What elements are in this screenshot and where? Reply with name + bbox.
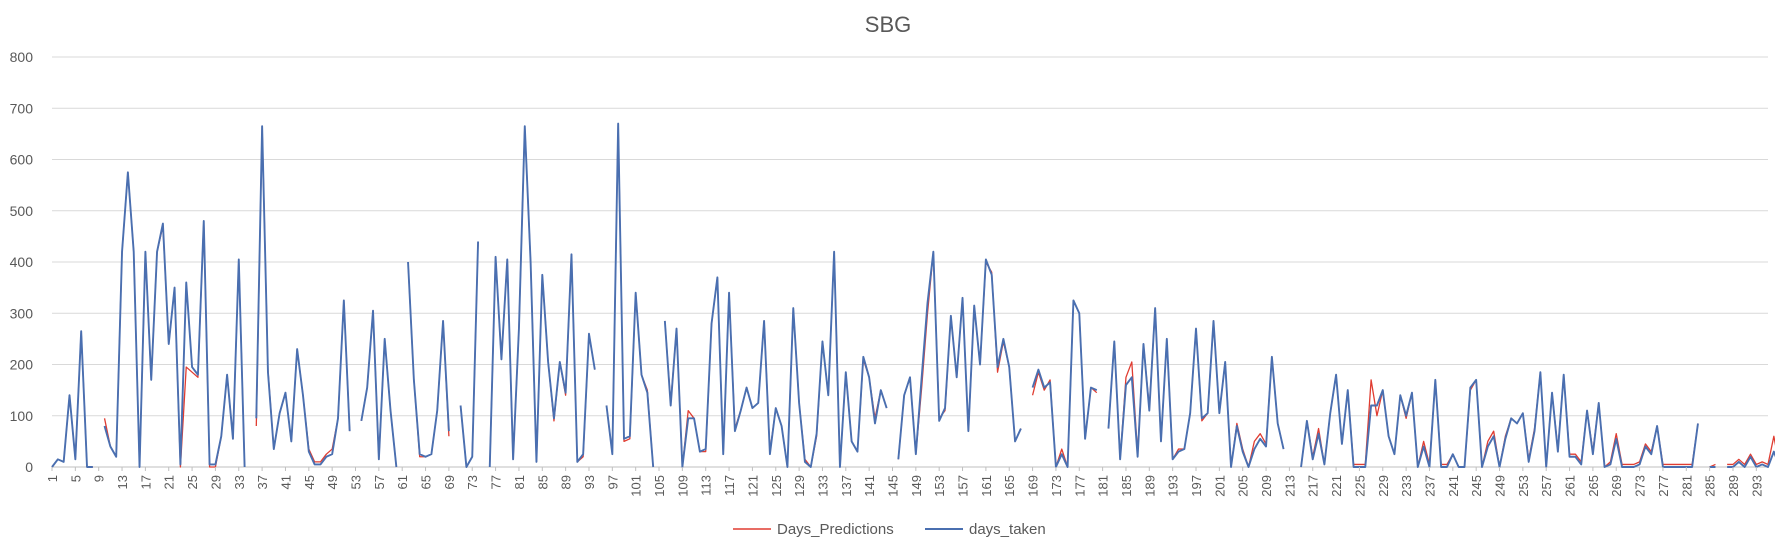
gridlines	[52, 56, 1768, 468]
x-tick-label: 133	[815, 475, 830, 497]
legend-item-days-predictions: Days_Predictions	[733, 521, 894, 538]
x-tick-label: 281	[1679, 475, 1694, 497]
y-tick-label: 100	[10, 408, 34, 424]
x-tick-label: 45	[302, 475, 317, 489]
x-tick-label: 33	[232, 475, 247, 489]
x-tick-label: 25	[185, 475, 200, 489]
x-tick-label: 1	[45, 475, 60, 482]
x-tick-label: 9	[92, 475, 107, 482]
x-tick-label: 21	[162, 475, 177, 489]
x-tick-label: 241	[1446, 475, 1461, 497]
x-tick-label: 13	[115, 475, 130, 489]
y-axis-tick-labels: 0 100 200 300 400 500 600 700 800	[10, 49, 34, 475]
x-tick-label: 249	[1493, 475, 1508, 497]
x-tick-label: 273	[1633, 475, 1648, 497]
x-tick-label: 5	[68, 475, 83, 482]
x-tick-label: 77	[489, 475, 504, 489]
x-tick-label: 181	[1096, 475, 1111, 497]
x-tick-label: 209	[1259, 475, 1274, 497]
x-tick-label: 105	[652, 475, 667, 497]
x-tick-label: 53	[349, 475, 364, 489]
x-tick-label: 89	[559, 475, 574, 489]
x-tick-label: 177	[1072, 475, 1087, 497]
x-tick-label: 257	[1539, 475, 1554, 497]
x-tick-label: 293	[1749, 475, 1764, 497]
x-tick-label: 101	[629, 475, 644, 497]
x-tick-label: 285	[1703, 475, 1718, 497]
y-tick-label: 800	[10, 49, 34, 65]
x-tick-label: 145	[885, 475, 900, 497]
x-tick-label: 193	[1166, 475, 1181, 497]
legend: Days_Predictions days_taken	[733, 521, 1046, 538]
y-tick-label: 400	[10, 254, 34, 270]
x-tick-label: 73	[465, 475, 480, 489]
y-tick-label: 600	[10, 152, 34, 168]
y-tick-label: 300	[10, 305, 34, 321]
x-tick-label: 205	[1236, 475, 1251, 497]
x-tick-label: 289	[1726, 475, 1741, 497]
x-tick-label: 117	[722, 475, 737, 496]
x-tick-label: 17	[138, 475, 153, 489]
x-tick-label: 265	[1586, 475, 1601, 497]
x-tick-label: 65	[419, 475, 434, 489]
x-tick-label: 189	[1142, 475, 1157, 497]
x-tick-label: 81	[512, 475, 527, 489]
x-tick-label: 185	[1119, 475, 1134, 497]
legend-item-days-taken: days_taken	[925, 521, 1046, 538]
x-tick-label: 269	[1609, 475, 1624, 497]
x-tick-label: 201	[1212, 475, 1227, 497]
x-tick-label: 161	[979, 475, 994, 497]
x-axis-tick-labels: 1 5 9 13 17 21 25 29 33 37 41 45 49 53 57 61 65 69 73 77 81 8…	[45, 467, 1764, 497]
x-tick-label: 149	[909, 475, 924, 497]
x-tick-label: 93	[582, 475, 597, 489]
series-line-days-taken	[51, 122, 1775, 468]
chart-title: SBG	[865, 12, 911, 37]
x-tick-label: 29	[208, 475, 223, 489]
x-tick-label: 197	[1189, 475, 1204, 497]
x-tick-label: 57	[372, 475, 387, 489]
x-tick-label: 153	[932, 475, 947, 497]
x-tick-label: 37	[255, 475, 270, 489]
x-tick-label: 261	[1563, 475, 1578, 497]
x-tick-label: 85	[535, 475, 550, 489]
x-tick-label: 113	[699, 475, 714, 496]
x-tick-label: 225	[1352, 475, 1367, 497]
x-tick-label: 221	[1329, 475, 1344, 497]
legend-label: days_taken	[969, 521, 1046, 538]
x-tick-label: 213	[1282, 475, 1297, 497]
x-tick-label: 109	[675, 475, 690, 497]
x-tick-label: 125	[769, 475, 784, 497]
x-tick-label: 233	[1399, 475, 1414, 497]
x-tick-label: 129	[792, 475, 807, 497]
x-tick-label: 169	[1026, 475, 1041, 497]
series-lines	[51, 122, 1775, 468]
x-tick-label: 97	[605, 475, 620, 489]
x-tick-label: 41	[278, 475, 293, 489]
x-tick-label: 277	[1656, 475, 1671, 497]
x-tick-label: 237	[1422, 475, 1437, 497]
y-tick-label: 200	[10, 357, 34, 373]
y-tick-label: 500	[10, 203, 34, 219]
x-tick-label: 137	[839, 475, 854, 497]
x-tick-label: 165	[1002, 475, 1017, 497]
y-tick-label: 0	[25, 459, 33, 475]
x-tick-label: 121	[745, 475, 760, 497]
x-tick-label: 61	[395, 475, 410, 489]
y-tick-label: 700	[10, 100, 34, 116]
x-tick-label: 253	[1516, 475, 1531, 497]
x-tick-label: 217	[1306, 475, 1321, 497]
x-tick-label: 141	[862, 475, 877, 497]
legend-label: Days_Predictions	[777, 521, 894, 538]
x-tick-label: 245	[1469, 475, 1484, 497]
x-tick-label: 157	[956, 475, 971, 497]
x-tick-label: 229	[1376, 475, 1391, 497]
x-tick-label: 173	[1049, 475, 1064, 497]
x-tick-label: 49	[325, 475, 340, 489]
x-tick-label: 69	[442, 475, 457, 489]
